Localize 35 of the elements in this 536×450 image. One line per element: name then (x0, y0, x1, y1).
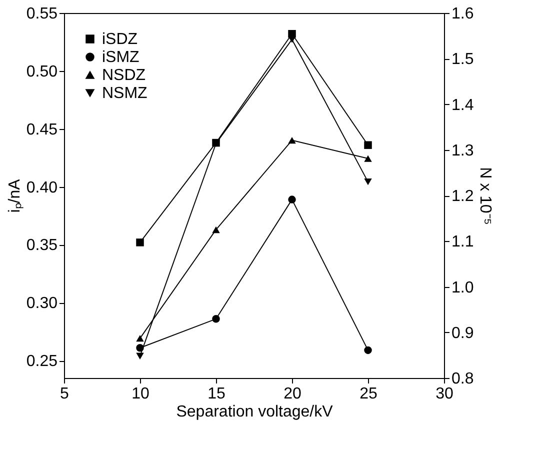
y2-tick-label: 1.2 (452, 188, 474, 205)
y2-tick-label: 0.8 (452, 370, 474, 388)
y2-tick-label: 1.6 (452, 6, 474, 22)
y-tick-label: 0.30 (26, 295, 58, 312)
y-tick-label: 0.50 (26, 63, 58, 80)
point (364, 346, 372, 354)
y2-tick-label: 1.1 (452, 234, 474, 251)
x-axis-title: Separation voltage/kV (176, 404, 334, 420)
y-tick-label: 0.25 (26, 353, 58, 370)
x-tick-label: 25 (360, 386, 378, 402)
point (136, 238, 144, 246)
x-tick-label: 30 (436, 386, 454, 402)
point (364, 155, 372, 162)
legend-label: NSDZ (102, 67, 146, 84)
y2-tick-label: 1.3 (452, 142, 474, 160)
y2-axis-title: N x 10⁻⁵ (476, 167, 494, 225)
legend-label: iSDZ (102, 31, 138, 48)
point (364, 141, 372, 149)
y-tick-label: 0.40 (26, 179, 58, 196)
legend-label: NSMZ (102, 85, 148, 102)
x-tick-label: 10 (132, 386, 150, 402)
y-tick-label: 0.35 (26, 237, 58, 254)
y2-tick-label: 1.4 (452, 96, 474, 114)
legend-label: iSMZ (102, 49, 140, 66)
y-tick-label: 0.55 (26, 6, 58, 22)
point (288, 36, 296, 43)
point (136, 352, 144, 360)
x-tick-label: 15 (208, 386, 226, 402)
y-tick-label: 0.45 (26, 121, 58, 138)
y-axis-title: iₚ/nA (6, 178, 24, 213)
y2-tick-label: 1.5 (452, 51, 474, 68)
y2-tick-label: 0.9 (452, 324, 474, 342)
x-tick-label: 20 (284, 386, 302, 402)
y2-tick-label: 1.0 (452, 279, 474, 296)
x-tick-label: 5 (60, 386, 70, 402)
